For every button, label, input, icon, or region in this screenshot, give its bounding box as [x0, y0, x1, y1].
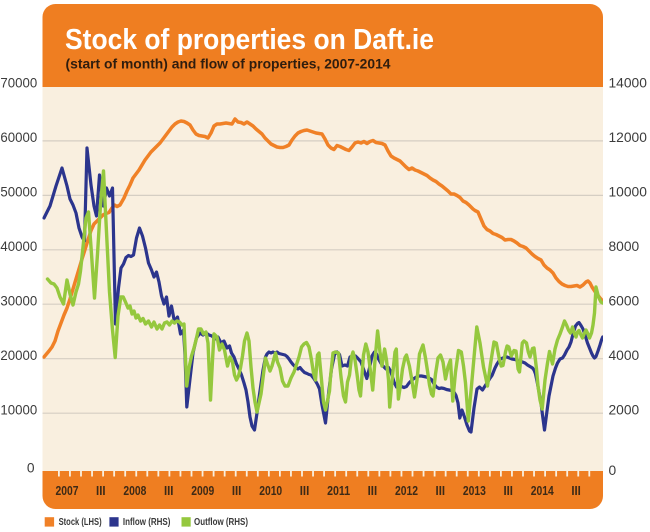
- svg-text:50000: 50000: [0, 185, 37, 200]
- svg-text:III: III: [571, 484, 581, 498]
- svg-text:20000: 20000: [0, 348, 37, 363]
- svg-text:III: III: [164, 484, 174, 498]
- svg-text:2013: 2013: [463, 484, 486, 498]
- svg-text:40000: 40000: [0, 239, 37, 254]
- svg-text:III: III: [503, 484, 513, 498]
- svg-text:6000: 6000: [609, 294, 640, 309]
- svg-text:2011: 2011: [327, 484, 350, 498]
- svg-text:Inflow (RHS): Inflow (RHS): [123, 517, 170, 528]
- svg-text:2009: 2009: [191, 484, 214, 498]
- svg-text:III: III: [300, 484, 310, 498]
- svg-text:12000: 12000: [609, 130, 648, 145]
- svg-text:2007: 2007: [56, 484, 79, 498]
- svg-text:10000: 10000: [609, 185, 648, 200]
- svg-text:0: 0: [609, 463, 617, 478]
- svg-text:2014: 2014: [531, 484, 554, 498]
- svg-text:70000: 70000: [0, 76, 37, 91]
- svg-text:30000: 30000: [0, 294, 37, 309]
- svg-text:14000: 14000: [609, 76, 648, 91]
- svg-text:III: III: [96, 484, 106, 498]
- svg-text:Outflow (RHS): Outflow (RHS): [194, 517, 248, 528]
- svg-text:2010: 2010: [259, 484, 282, 498]
- svg-text:2000: 2000: [609, 403, 640, 418]
- svg-text:III: III: [232, 484, 242, 498]
- svg-text:III: III: [436, 484, 446, 498]
- svg-text:2012: 2012: [395, 484, 418, 498]
- svg-text:4000: 4000: [609, 348, 640, 363]
- svg-text:Stock of properties on Daft.ie: Stock of properties on Daft.ie: [65, 24, 434, 56]
- svg-text:III: III: [368, 484, 378, 498]
- svg-text:0: 0: [27, 461, 35, 476]
- svg-text:10000: 10000: [0, 403, 37, 418]
- svg-text:Stock (LHS): Stock (LHS): [59, 517, 102, 528]
- svg-text:(start of month) and flow of p: (start of month) and flow of properties,…: [66, 56, 391, 72]
- svg-text:2008: 2008: [123, 484, 146, 498]
- svg-text:60000: 60000: [0, 130, 37, 145]
- svg-text:8000: 8000: [609, 239, 640, 254]
